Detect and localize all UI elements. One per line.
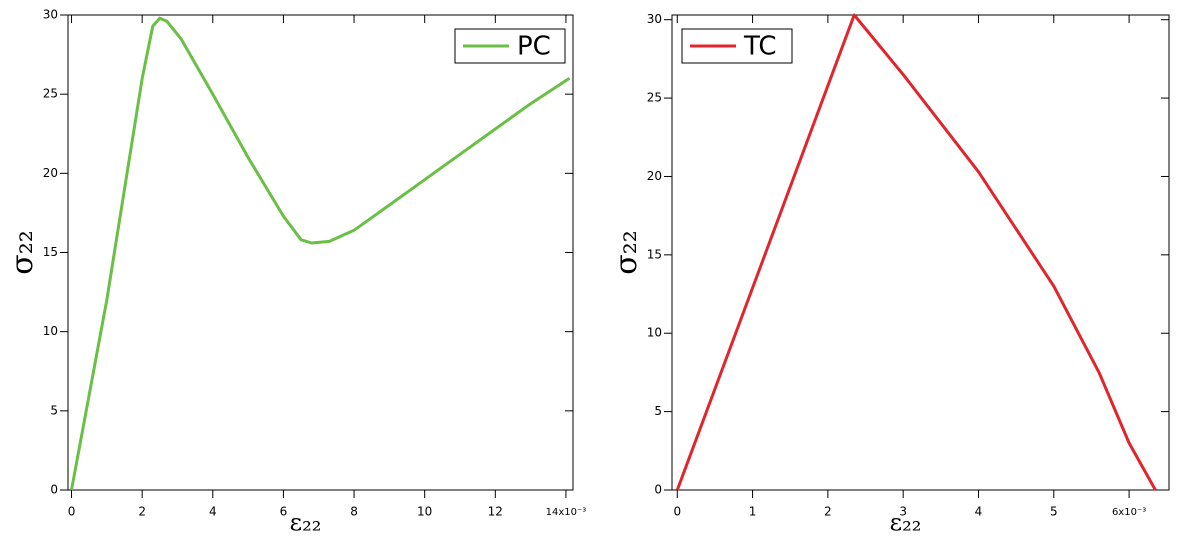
x-tick-label: 14x10⁻³: [546, 507, 587, 518]
x-tick-label: 2: [138, 505, 146, 519]
x-tick-label: 6x10⁻³: [1112, 507, 1146, 518]
series-line: [70, 16, 571, 491]
y-tick-label: 10: [43, 324, 58, 338]
x-tick-label: 12: [488, 505, 503, 519]
y-tick-label: 30: [647, 12, 662, 26]
series-line: [675, 13, 1157, 491]
y-tick-label: 20: [647, 169, 662, 183]
y-axis-label: σ₂₂: [5, 230, 40, 275]
x-tick-label: 1: [749, 505, 757, 519]
y-tick-label: 20: [43, 166, 58, 180]
x-axis-label: ε₂₂: [290, 509, 322, 537]
y-tick-label: 25: [647, 91, 662, 105]
y-tick-label: 25: [43, 87, 58, 101]
plot-frame: [67, 14, 574, 491]
y-tick-label: 0: [50, 483, 58, 497]
y-tick-label: 5: [654, 404, 662, 418]
x-tick-label: 2: [824, 505, 832, 519]
y-tick-label: 5: [50, 403, 58, 417]
legend-label: PC: [517, 32, 551, 62]
x-tick-label: 8: [350, 505, 358, 519]
x-axis-label: ε₂₂: [890, 509, 922, 537]
x-tick-label: 5: [1050, 505, 1058, 519]
x-tick-label: 6: [280, 505, 288, 519]
legend-label: TC: [743, 32, 777, 62]
x-tick-label: 4: [975, 505, 983, 519]
y-tick-label: 0: [654, 483, 662, 497]
plot-frame: [671, 14, 1170, 491]
x-tick-label: 0: [673, 505, 681, 519]
x-tick-label: 3: [899, 505, 907, 519]
y-tick-label: 10: [647, 326, 662, 340]
y-tick-label: 15: [647, 247, 662, 261]
y-tick-label: 30: [43, 8, 58, 22]
x-tick-label: 10: [417, 505, 432, 519]
x-tick-label: 4: [209, 505, 217, 519]
y-axis-label: σ₂₂: [609, 230, 644, 275]
y-tick-label: 15: [43, 245, 58, 259]
x-tick-label: 0: [68, 505, 76, 519]
